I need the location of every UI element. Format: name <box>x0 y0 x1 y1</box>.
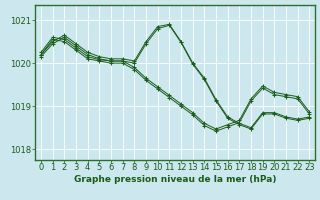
X-axis label: Graphe pression niveau de la mer (hPa): Graphe pression niveau de la mer (hPa) <box>74 175 276 184</box>
